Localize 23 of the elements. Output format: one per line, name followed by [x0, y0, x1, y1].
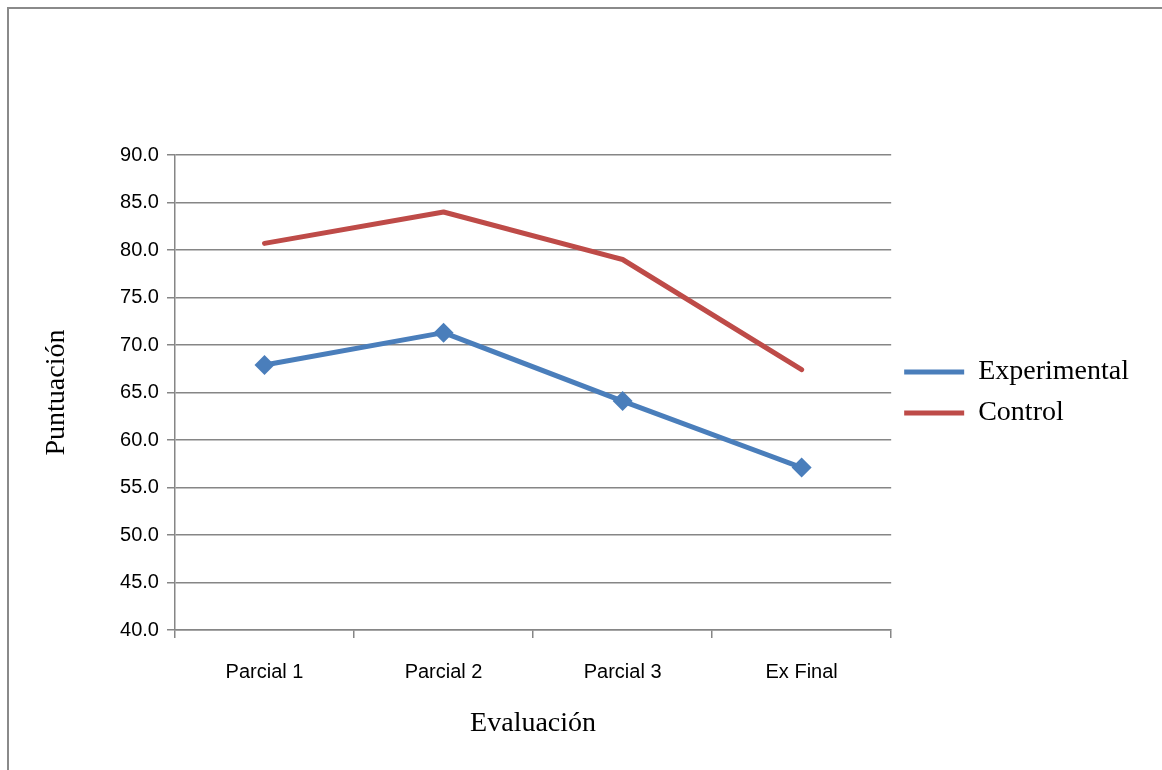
y-tick-label: 65.0 — [120, 380, 159, 403]
y-tick-label: 55.0 — [120, 475, 159, 498]
y-tick-label: 90.0 — [120, 142, 159, 165]
point — [612, 391, 633, 412]
y-tick-label: 80.0 — [120, 237, 159, 260]
y-tick-label: 85.0 — [120, 190, 159, 213]
legend-label: Experimental — [978, 354, 1130, 386]
x-tick-label: Parcial 1 — [225, 659, 304, 682]
point — [254, 354, 275, 375]
y-tick-label: 50.0 — [120, 522, 159, 545]
y-tick-label: 75.0 — [120, 285, 159, 308]
y-axis-title: Puntuación — [39, 329, 71, 456]
legend-label: Control — [978, 395, 1064, 427]
point — [791, 457, 812, 478]
y-tick-label: 40.0 — [120, 617, 159, 640]
x-tick-label: Ex Final — [765, 659, 838, 682]
y-tick-label: 60.0 — [120, 427, 159, 450]
x-tick-label: Parcial 3 — [583, 659, 662, 682]
x-axis-title: Evaluación — [470, 705, 597, 737]
x-tick-label: Parcial 2 — [404, 659, 483, 682]
y-tick-label: 45.0 — [120, 570, 159, 593]
y-tick-label: 70.0 — [120, 332, 159, 355]
point — [433, 322, 454, 343]
